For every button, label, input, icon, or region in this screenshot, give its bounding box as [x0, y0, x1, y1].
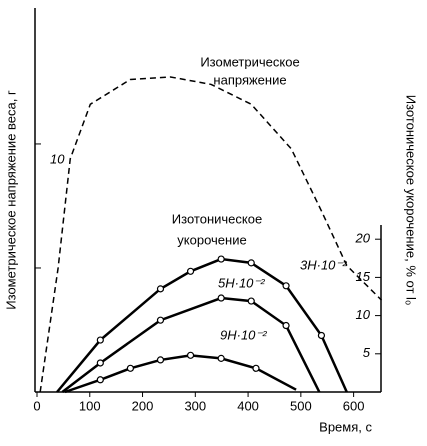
x-axis-label: Время, с	[319, 419, 372, 434]
y-axis-label: Изометрическое напряжение веса, г	[3, 90, 18, 310]
marker	[126, 364, 135, 372]
marker	[96, 336, 104, 344]
x-tick-label: 100	[79, 398, 101, 413]
marker	[282, 321, 290, 330]
series-label: 9Н·10⁻²	[220, 327, 267, 342]
marker	[156, 285, 165, 293]
y2-tick-label: 20	[355, 231, 371, 246]
marker	[156, 316, 165, 324]
annotation: укорочение	[177, 232, 246, 247]
y2-tick-label: 15	[356, 269, 371, 284]
marker	[186, 351, 195, 359]
x-tick-label: 600	[343, 398, 365, 413]
x-tick-label: 0	[33, 398, 40, 413]
line	[64, 354, 297, 394]
x-tick-label: 500	[290, 398, 312, 413]
marker	[217, 255, 225, 263]
y2-tick-label: 5	[363, 345, 371, 360]
annotation: напряжение	[213, 72, 286, 87]
series-label: 3Н·10⁻²	[300, 257, 347, 272]
marker	[217, 354, 225, 362]
marker	[282, 282, 290, 290]
y-tick-label: 10	[50, 151, 65, 166]
x-tick-label: 400	[237, 398, 259, 413]
marker	[186, 267, 195, 275]
marker	[252, 364, 260, 372]
annotation: Изотоническое	[172, 211, 262, 226]
line	[39, 76, 383, 393]
line	[56, 257, 348, 393]
marker	[96, 376, 104, 384]
x-tick-label: 300	[184, 398, 206, 413]
marker	[317, 331, 326, 340]
x-tick-label: 200	[132, 398, 154, 413]
series-label: 5Н·10⁻²	[218, 275, 265, 290]
marker	[156, 356, 165, 364]
marker	[247, 297, 255, 305]
y2-axis-label: Изотоническое укорочение, % от l₀	[404, 95, 419, 306]
y2-tick-label: 10	[356, 307, 371, 322]
annotation: Изометрическое	[200, 54, 299, 69]
marker	[217, 294, 225, 302]
marker	[247, 259, 255, 267]
marker	[96, 359, 104, 367]
